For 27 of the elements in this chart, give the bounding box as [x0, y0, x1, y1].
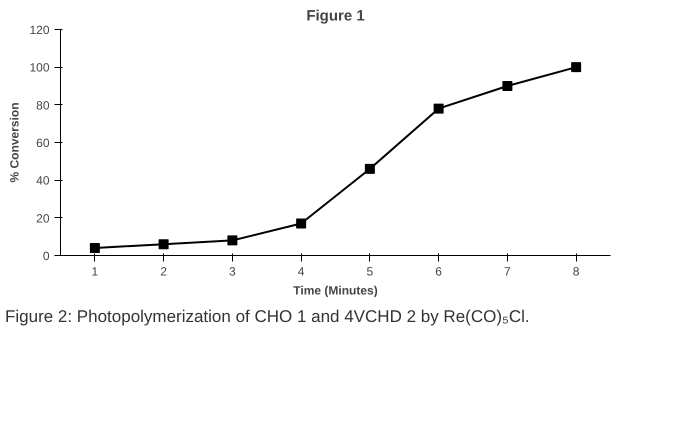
y-tick-label: 80: [36, 98, 50, 112]
x-tick-label: 5: [366, 264, 374, 278]
x-tick-label: 1: [92, 264, 99, 278]
y-tick-label: 60: [36, 136, 50, 150]
point: [434, 104, 444, 114]
point: [227, 235, 238, 246]
chart-title: Figure 1: [306, 8, 365, 24]
y-tick-label: 120: [29, 23, 50, 37]
x-axis-title: Time (Minutes): [293, 284, 378, 298]
x-tick-label: 6: [435, 264, 442, 278]
x-tick-label: 8: [572, 264, 580, 278]
x-tick-label: 7: [504, 264, 512, 278]
x-tick-label: 2: [160, 264, 168, 278]
point: [158, 239, 169, 250]
y-axis-title: % Conversion: [7, 102, 22, 183]
caption: Figure 2: Photopolymerization of CHO 1 and 4VCHD 2 by Re(CO)₅Cl.: [5, 306, 531, 328]
point: [296, 218, 306, 228]
point: [364, 164, 375, 174]
point: [90, 242, 100, 253]
y-tick-label: 20: [36, 211, 50, 226]
y-tick-label: 100: [29, 60, 50, 75]
point: [502, 81, 512, 91]
x-tick-label: 3: [229, 264, 236, 278]
y-tick-label: 40: [36, 174, 50, 188]
x-tick-label: 4: [298, 264, 305, 278]
y-tick-label: 0: [42, 249, 50, 263]
point: [571, 62, 582, 72]
